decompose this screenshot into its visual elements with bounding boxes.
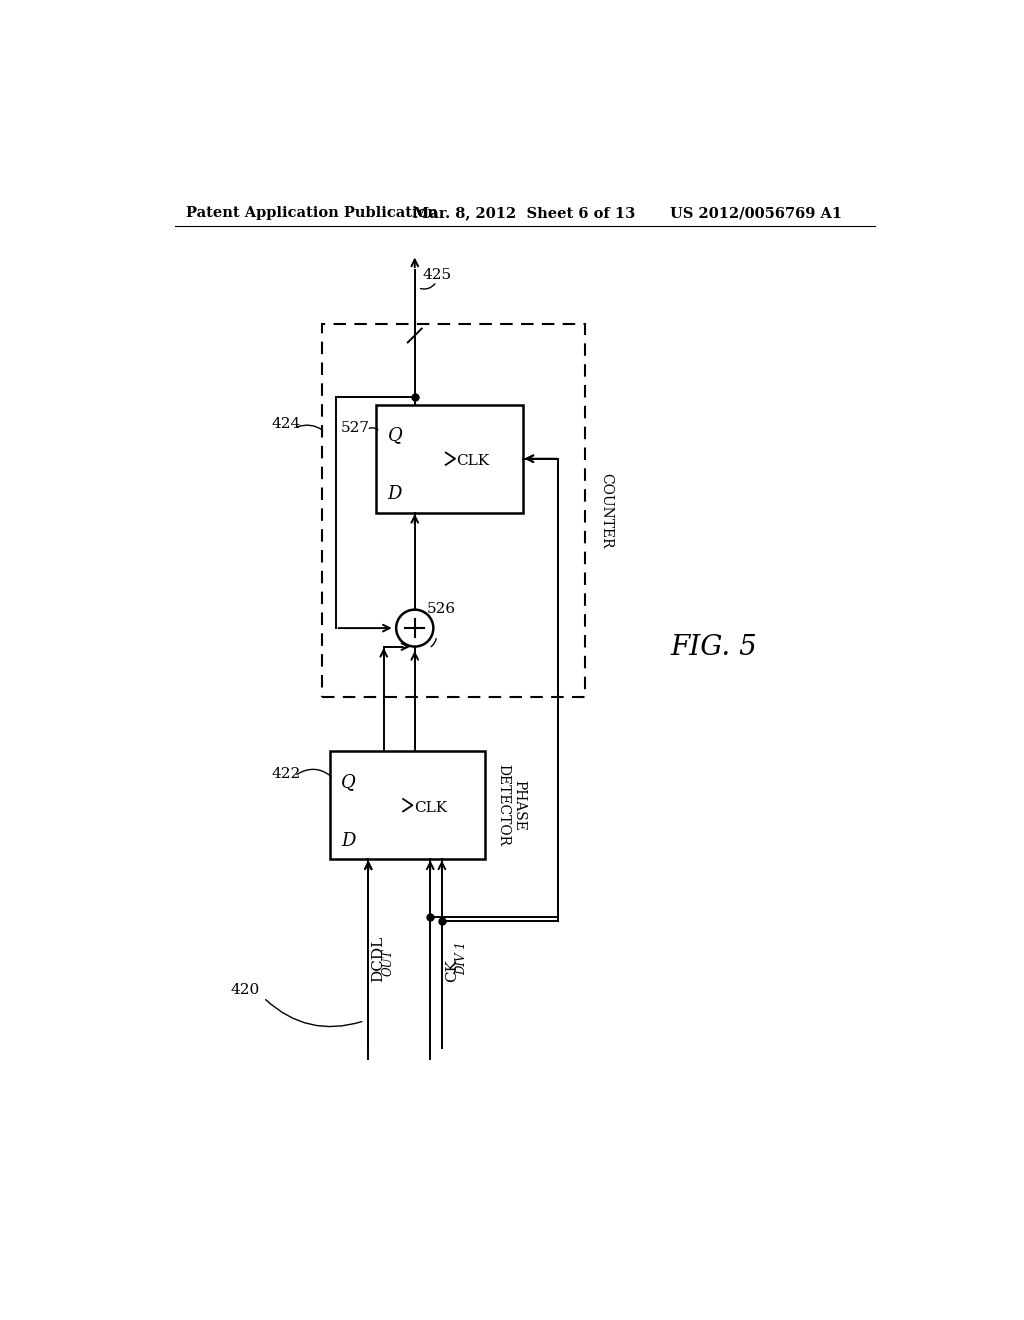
- Text: Q: Q: [388, 426, 402, 445]
- Text: 527: 527: [341, 421, 370, 434]
- Text: D: D: [388, 486, 402, 503]
- Text: 424: 424: [271, 417, 301, 432]
- Text: CK: CK: [445, 960, 459, 982]
- Text: 526: 526: [426, 602, 456, 616]
- Circle shape: [394, 607, 435, 649]
- Bar: [376, 405, 523, 512]
- Text: FIG. 5: FIG. 5: [671, 634, 758, 661]
- Bar: [322, 323, 586, 697]
- Text: COUNTER: COUNTER: [599, 473, 613, 548]
- Text: 420: 420: [230, 983, 260, 997]
- Text: CLK: CLK: [414, 800, 447, 814]
- Text: US 2012/0056769 A1: US 2012/0056769 A1: [671, 206, 843, 220]
- Bar: [330, 751, 484, 859]
- Text: Patent Application Publication: Patent Application Publication: [186, 206, 438, 220]
- Text: DCDL: DCDL: [372, 936, 385, 982]
- Text: OUT: OUT: [381, 949, 394, 977]
- Text: PHASE
DETECTOR: PHASE DETECTOR: [496, 764, 526, 846]
- Text: Mar. 8, 2012  Sheet 6 of 13: Mar. 8, 2012 Sheet 6 of 13: [414, 206, 636, 220]
- Text: 425: 425: [423, 268, 452, 282]
- Text: DIV 1: DIV 1: [455, 941, 468, 974]
- Text: Q: Q: [341, 774, 356, 791]
- Text: D: D: [341, 832, 355, 850]
- Text: 422: 422: [271, 767, 301, 781]
- Text: CLK: CLK: [457, 454, 489, 469]
